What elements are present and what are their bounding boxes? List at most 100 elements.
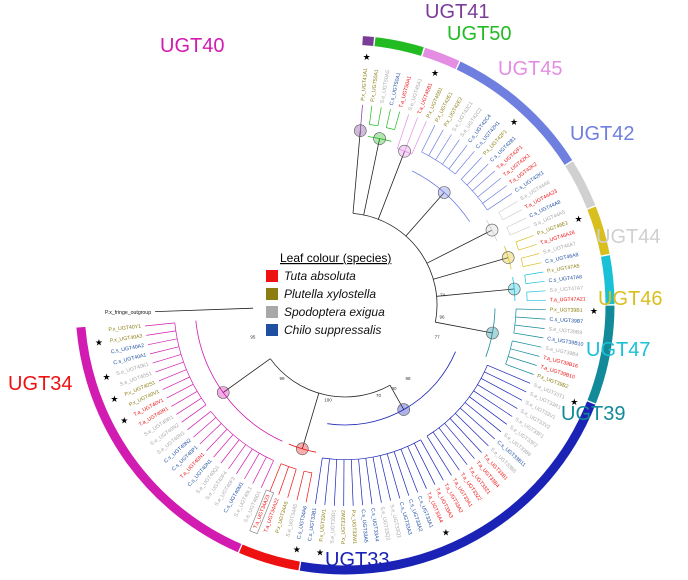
terminal-branch bbox=[377, 107, 382, 126]
terminal-branch bbox=[515, 316, 546, 320]
terminal-branch bbox=[350, 459, 354, 506]
legend-swatch bbox=[266, 288, 278, 300]
leaf-label: P.x_UGT41A1 bbox=[360, 68, 369, 101]
subclade-arc bbox=[369, 124, 378, 127]
terminal-branch bbox=[438, 427, 468, 465]
family-node-arc bbox=[195, 320, 283, 442]
terminal-branch bbox=[516, 308, 546, 311]
family-arc-ugt42 bbox=[456, 61, 573, 165]
terminal-branch bbox=[477, 384, 518, 409]
terminal-branch bbox=[513, 332, 544, 339]
terminal-branch bbox=[244, 453, 260, 480]
terminal-branch bbox=[449, 418, 482, 453]
terminal-branch bbox=[333, 459, 338, 506]
family-node-arc bbox=[367, 136, 392, 142]
terminal-branch bbox=[510, 226, 531, 236]
leaf-label: C.s_UGT33A5 bbox=[360, 509, 369, 543]
terminal-branch bbox=[455, 413, 489, 447]
family-node-circle bbox=[216, 386, 230, 399]
family-arc-ugt33 bbox=[299, 401, 596, 575]
legend-item-label: Spodoptera exigua bbox=[284, 305, 385, 319]
family-arc-ugt41 bbox=[362, 36, 375, 46]
terminal-branch bbox=[428, 129, 444, 156]
star-icon: ★ bbox=[431, 69, 439, 79]
family-node-circle bbox=[486, 326, 499, 340]
backbone-arc-right bbox=[352, 213, 438, 323]
legend: Leaf colour (species) Tuta absoluta Plute… bbox=[266, 251, 391, 337]
subclade-arc bbox=[280, 463, 297, 470]
terminal-branch bbox=[220, 439, 240, 464]
family-arc-ugt44 bbox=[565, 161, 596, 209]
legend-item-label: Tuta absoluta bbox=[284, 269, 356, 283]
family-node-arc bbox=[486, 219, 498, 241]
family-node-arc bbox=[512, 277, 516, 302]
family-stem bbox=[301, 393, 320, 449]
leaf-label: S.e_UGT47A7 bbox=[549, 285, 583, 293]
subclade-arc bbox=[421, 151, 456, 175]
subclade-arc bbox=[174, 322, 207, 406]
terminal-branch bbox=[448, 145, 468, 170]
family-label-ugt47: UGT47 bbox=[586, 339, 650, 361]
terminal-branch bbox=[400, 449, 419, 493]
family-node-circle bbox=[507, 282, 521, 296]
terminal-branch bbox=[413, 443, 436, 485]
bootstrap-value: 99 bbox=[279, 376, 285, 381]
family-label-ugt45: UGT45 bbox=[498, 58, 562, 80]
legend-item-label: Plutella xylostella bbox=[284, 287, 376, 301]
family-stem bbox=[435, 321, 493, 334]
star-icon: ★ bbox=[95, 339, 103, 349]
subclade-arc bbox=[520, 258, 524, 267]
bootstrap-values: 74 96 98 77 90 70 100 99 95 bbox=[250, 293, 445, 403]
leaf-label: P.x_UGT40A3 bbox=[110, 333, 143, 344]
terminal-branch bbox=[228, 444, 247, 470]
terminal-branch bbox=[525, 280, 545, 284]
subclade-arc bbox=[303, 470, 312, 474]
terminal-branch bbox=[484, 371, 527, 393]
family-arc-ugt39 bbox=[587, 305, 615, 404]
family-stem bbox=[352, 130, 361, 214]
terminal-branch bbox=[181, 404, 207, 423]
terminal-branch bbox=[252, 456, 267, 484]
family-stem bbox=[426, 229, 493, 264]
highlight-box bbox=[249, 489, 275, 535]
terminal-branch bbox=[487, 193, 513, 211]
star-icon: ★ bbox=[316, 549, 324, 559]
family-label-ugt33: UGT33 bbox=[325, 549, 389, 571]
terminal-branch bbox=[213, 434, 234, 458]
legend-swatch bbox=[266, 324, 278, 336]
terminal-branch bbox=[505, 363, 534, 375]
terminal-branch bbox=[472, 170, 496, 192]
terminal-branch bbox=[171, 390, 198, 407]
leaf-label: C.s_UGT39B7 bbox=[549, 317, 583, 325]
terminal-branch bbox=[155, 361, 184, 373]
legend-swatch bbox=[266, 270, 278, 282]
terminal-branch bbox=[394, 111, 401, 130]
terminal-branch bbox=[510, 348, 540, 357]
terminal-branch bbox=[269, 463, 282, 492]
star-icon: ★ bbox=[510, 118, 518, 128]
terminal-branch bbox=[420, 439, 444, 481]
terminal-branch bbox=[464, 402, 502, 433]
terminal-branch bbox=[315, 457, 323, 504]
star-icon: ★ bbox=[570, 398, 578, 408]
terminal-branch bbox=[150, 346, 180, 355]
star-icon: ★ bbox=[363, 53, 371, 63]
terminal-branch bbox=[386, 453, 401, 499]
family-arc-ugt50 bbox=[374, 37, 424, 56]
family-node-circle bbox=[398, 144, 411, 158]
terminal-branch bbox=[260, 460, 274, 488]
terminal-branch bbox=[460, 157, 482, 180]
terminal-branch bbox=[206, 428, 228, 451]
leaf-label: P.x_UGT33W2 bbox=[341, 510, 347, 544]
terminal-branch bbox=[506, 217, 527, 228]
leaf-label: P.x_UGT40Y1 bbox=[108, 324, 141, 333]
leaf-label: P.x_UGT33V1 bbox=[318, 509, 327, 542]
terminal-branch bbox=[487, 364, 531, 384]
terminal-branch bbox=[411, 121, 427, 155]
terminal-branch bbox=[514, 324, 545, 329]
family-label-ugt44: UGT44 bbox=[596, 226, 660, 248]
terminal-branch bbox=[396, 114, 410, 149]
leaf-label: P.x_UGT39B1 bbox=[550, 307, 583, 314]
